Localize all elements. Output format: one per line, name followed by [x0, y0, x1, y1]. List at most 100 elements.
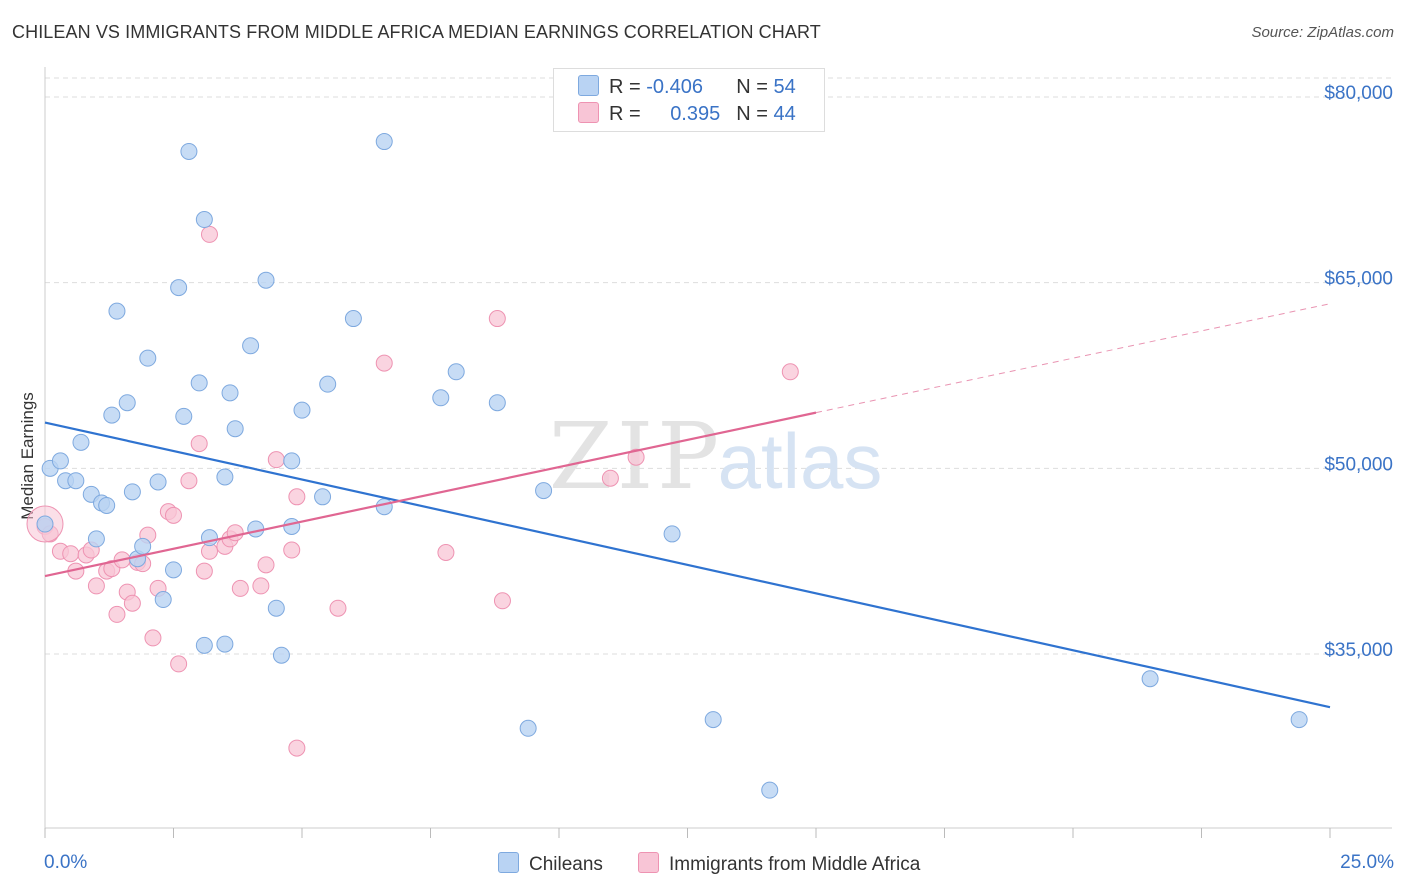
chileans-point: [283, 452, 301, 470]
immigrants-point: [257, 556, 275, 574]
immigrants-point: [200, 225, 218, 243]
chileans-point: [519, 719, 537, 737]
immigrants-point: [165, 506, 182, 524]
immigrants-point: [108, 605, 126, 623]
y-tick-labels: $35,000 $50,000 $65,000 $80,000: [1324, 83, 1393, 661]
legend-n-value: 44: [773, 103, 796, 125]
legend-row-immigrants: R = 0.395 N = 44: [578, 102, 796, 128]
chileans-point: [165, 561, 182, 579]
immigrants-point: [180, 472, 198, 490]
chileans-point: [432, 389, 450, 407]
chileans-point: [98, 496, 116, 514]
immigrants-point: [437, 544, 455, 562]
immigrants-point: [144, 629, 162, 647]
y-tick-label: $80,000: [1324, 83, 1393, 104]
immigrants-point: [283, 541, 301, 559]
immigrants-point: [62, 545, 80, 563]
chileans-point: [108, 302, 126, 320]
chileans-point: [195, 636, 213, 654]
watermark: ZIP atlas: [549, 403, 882, 510]
chileans-point: [36, 515, 54, 533]
immigrants-point: [781, 363, 799, 381]
chileans-point: [314, 488, 332, 506]
chileans-point: [242, 337, 260, 355]
legend-r-label: R =: [609, 76, 647, 98]
immigrants-point: [195, 562, 213, 580]
chileans-point: [195, 211, 213, 229]
chileans-point: [257, 271, 275, 289]
immigrants-point: [288, 488, 306, 506]
immigrants-point: [329, 599, 347, 617]
chileans-point: [293, 401, 311, 419]
chileans-point: [247, 520, 265, 538]
immigrants-trend-extension: [815, 303, 1331, 414]
source-label: Source: ZipAtlas.com: [1251, 24, 1394, 41]
chileans-point: [180, 142, 198, 160]
trend-lines: [44, 303, 1331, 709]
watermark-atlas: atlas: [718, 417, 883, 505]
chileans-point: [272, 646, 290, 664]
chileans-point: [67, 472, 85, 490]
chileans-point: [216, 468, 234, 486]
immigrants-trend-line: [44, 411, 817, 578]
bottom-legend-immigrants-label: Immigrants from Middle Africa: [669, 854, 921, 875]
immigrants-point: [627, 448, 645, 466]
chileans-point: [488, 394, 506, 412]
immigrants-point: [87, 577, 105, 595]
immigrants-point: [190, 435, 208, 453]
chileans-point: [154, 591, 172, 609]
y-tick-label: $35,000: [1324, 640, 1393, 661]
chileans-point: [216, 635, 234, 653]
chart-title: CHILEAN VS IMMIGRANTS FROM MIDDLE AFRICA…: [12, 22, 821, 42]
legend-row-chileans: R = -0.406 N = 54: [578, 75, 796, 101]
chileans-swatch: [498, 852, 519, 873]
axes: [44, 67, 1392, 838]
chileans-point: [375, 498, 393, 516]
immigrants-point: [231, 579, 249, 597]
immigrants-point: [252, 577, 270, 595]
chileans-point: [190, 374, 208, 392]
bottom-legend-chileans: Chileans: [498, 852, 603, 876]
chileans-point: [139, 349, 157, 367]
legend-r-value: -0.406: [646, 76, 703, 98]
chileans-point: [1141, 670, 1159, 688]
chileans-point: [344, 310, 362, 328]
immigrants-point: [170, 655, 188, 673]
legend-r-value: 0.395: [670, 103, 721, 125]
chileans-point: [447, 363, 465, 381]
immigrants-point: [601, 469, 619, 487]
correlation-legend: R = -0.406 N = 54 R = 0.395 N = 44: [553, 68, 825, 132]
chileans-point: [175, 407, 193, 425]
chileans-point: [123, 483, 141, 501]
chileans-point: [283, 518, 301, 536]
chileans-point: [170, 279, 188, 297]
chileans-point: [226, 420, 244, 438]
bottom-legend-chileans-label: Chileans: [529, 854, 603, 875]
chileans-point: [87, 530, 105, 548]
chileans-point: [103, 406, 121, 424]
chileans-point: [761, 781, 779, 799]
chileans-point: [221, 384, 239, 402]
immigrants-point: [375, 354, 393, 372]
chileans-point: [72, 433, 90, 451]
immigrants-point: [488, 310, 506, 328]
chileans-point: [319, 375, 337, 393]
chileans-point: [375, 133, 393, 151]
legend-n-value: 54: [773, 76, 796, 98]
chileans-point: [118, 394, 136, 412]
immigrants-point: [267, 451, 285, 469]
chileans-point: [1290, 711, 1308, 729]
chileans-points: [36, 133, 1308, 799]
chileans-point: [704, 711, 722, 729]
chileans-point: [535, 482, 553, 500]
chileans-point: [267, 599, 285, 617]
x-min-label: 0.0%: [44, 852, 88, 873]
y-tick-label: $50,000: [1324, 454, 1393, 475]
chileans-trend-line: [44, 421, 1331, 709]
y-tick-label: $65,000: [1324, 269, 1393, 290]
chileans-swatch: [578, 75, 599, 96]
immigrants-swatch: [638, 852, 659, 873]
chileans-point: [149, 473, 167, 491]
legend-n-label: N =: [736, 103, 774, 125]
